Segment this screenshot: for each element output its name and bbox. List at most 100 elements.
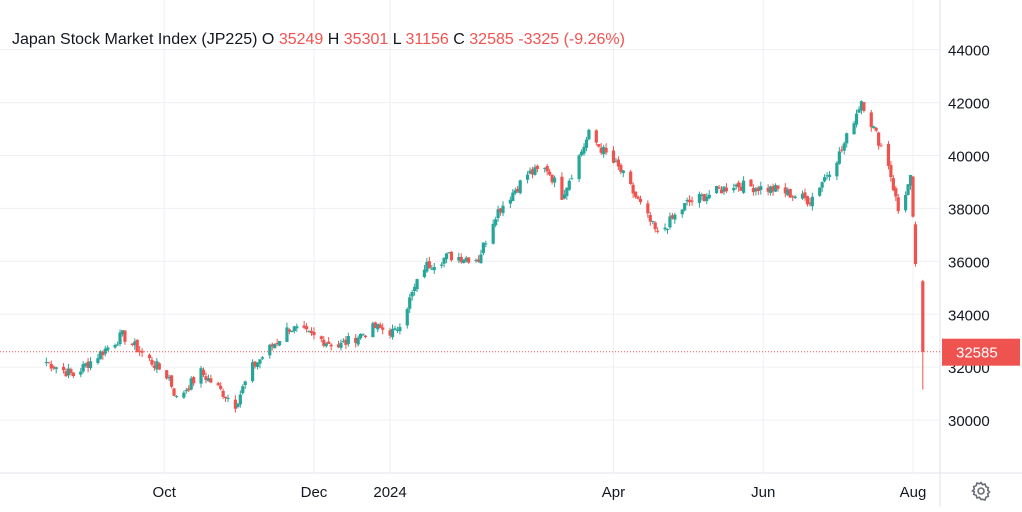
candle-body: [378, 324, 382, 328]
candle-body: [508, 199, 512, 204]
candle-body: [209, 378, 213, 383]
candle-body: [633, 191, 638, 197]
candle-body: [597, 144, 601, 147]
gear-icon: [971, 481, 991, 501]
candle-body: [638, 198, 643, 203]
change-value: -3325 (-9.26%): [518, 31, 625, 48]
candle-body: [754, 188, 758, 192]
candle-body: [459, 256, 463, 263]
x-tick-label: Jun: [751, 484, 775, 501]
candle-body: [808, 202, 812, 205]
candle-body: [273, 344, 277, 349]
candle-body: [518, 180, 522, 194]
candle-body: [484, 243, 488, 245]
x-tick-label: Aug: [900, 484, 927, 501]
high-value: 35301: [343, 31, 389, 48]
candle-body: [653, 222, 657, 230]
candle-body: [243, 381, 247, 386]
candle-body: [562, 194, 566, 199]
candle-body: [236, 403, 240, 407]
candle-body: [371, 323, 375, 338]
x-tick-label: Dec: [301, 484, 328, 501]
candle-body: [140, 350, 144, 353]
candle-body: [444, 253, 449, 260]
candle-body: [150, 359, 154, 365]
candle-body: [525, 174, 530, 180]
candle-body: [201, 369, 206, 376]
candle-body: [157, 363, 161, 370]
candle-body: [803, 192, 807, 199]
candle-body: [565, 187, 569, 197]
candle-body: [739, 186, 743, 191]
candle-body: [152, 365, 156, 369]
candle-body: [584, 139, 589, 148]
low-value: 31156: [405, 31, 449, 48]
candle-body: [552, 177, 557, 183]
candle-body: [425, 261, 429, 272]
x-tick-label: Apr: [602, 484, 625, 501]
candle-body: [86, 361, 90, 368]
candle-body: [616, 159, 620, 167]
close-key: C: [453, 31, 465, 48]
candle-body: [258, 359, 262, 364]
candle-body: [857, 109, 861, 113]
candle-body: [373, 322, 377, 328]
candle-body: [491, 223, 495, 244]
candle-body: [611, 150, 616, 163]
candle-body: [533, 167, 537, 175]
price-tag-box: [942, 338, 1020, 366]
candle-body: [741, 180, 746, 193]
candle-body: [130, 343, 134, 345]
candle-body: [530, 169, 535, 175]
candle-body: [810, 196, 814, 207]
candle-body: [285, 327, 289, 342]
candle-body: [737, 182, 741, 188]
candle-body: [71, 372, 75, 377]
candle-body: [442, 257, 446, 264]
candle-body: [457, 256, 461, 261]
candle-body: [825, 175, 829, 177]
candle-body: [545, 166, 549, 172]
candle-body: [921, 281, 925, 352]
candle-body: [339, 342, 343, 348]
candle-body: [756, 187, 760, 192]
candle-body: [805, 196, 810, 205]
close-value: 32585: [469, 31, 514, 48]
candle-body: [135, 339, 139, 353]
candle-body: [759, 186, 763, 191]
candle-body: [722, 186, 726, 192]
candle-body: [302, 325, 306, 328]
candle-body: [440, 264, 444, 266]
candle-body: [115, 344, 120, 346]
candle-body: [346, 335, 350, 344]
candle-body: [277, 340, 282, 346]
candle-body: [52, 366, 56, 369]
candle-body: [854, 113, 859, 125]
candle-body: [859, 101, 864, 111]
candle-body: [629, 171, 633, 185]
candle-body: [324, 343, 328, 347]
candle-body: [187, 388, 191, 391]
candle-body: [579, 151, 584, 156]
candle-body: [476, 259, 481, 262]
candle-body: [133, 341, 137, 346]
candle-body: [61, 366, 66, 371]
candle-body: [791, 196, 795, 198]
candle-body: [687, 199, 692, 203]
candle-body: [305, 326, 309, 330]
candle-body: [702, 194, 706, 202]
candle-body: [567, 180, 571, 190]
candle-body: [496, 209, 500, 218]
candle-body: [147, 354, 152, 359]
candle-body: [329, 344, 333, 347]
candle-body: [165, 370, 169, 379]
candle-body: [908, 175, 913, 186]
candle-body: [827, 174, 832, 177]
candle-body: [614, 161, 618, 163]
candle-body: [206, 378, 211, 382]
candle-body: [599, 147, 603, 153]
candle-body: [410, 291, 414, 297]
settings-button[interactable]: [969, 479, 993, 503]
